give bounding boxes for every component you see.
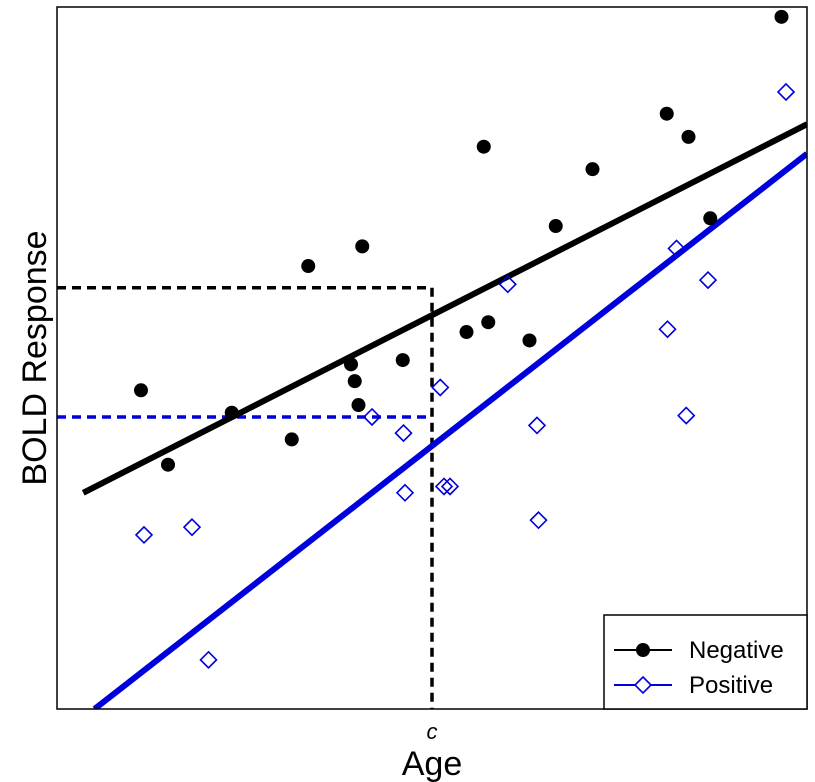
point-negative (681, 129, 696, 144)
point-positive (434, 477, 454, 496)
point-negative (774, 9, 789, 24)
point-negative (224, 405, 239, 420)
point-positive (362, 407, 382, 427)
point-positive (431, 378, 450, 397)
point-negative (703, 211, 718, 226)
point-negative (585, 162, 600, 177)
plot-content (57, 9, 807, 709)
x-axis-title: Age (402, 745, 463, 782)
point-negative (476, 139, 491, 154)
y-axis-title: BOLD Response (16, 230, 54, 485)
point-negative (459, 325, 474, 340)
point-negative (659, 106, 674, 121)
point-negative (355, 239, 370, 254)
point-negative (481, 315, 496, 330)
point-positive (395, 483, 415, 502)
point-negative (301, 259, 316, 274)
point-negative (548, 219, 563, 234)
point-positive (199, 650, 218, 669)
point-negative (344, 357, 358, 372)
fit-line-positive (92, 151, 807, 709)
point-negative (161, 457, 175, 472)
point-positive (698, 270, 718, 290)
fit-line-negative (81, 121, 807, 496)
legend-marker-negative (636, 643, 650, 657)
legend: Negative Positive (603, 614, 808, 710)
point-negative (351, 398, 366, 413)
x-tick-label: c (427, 719, 438, 744)
point-positive (182, 518, 202, 537)
point-negative (284, 432, 299, 447)
legend-box (603, 614, 808, 710)
point-negative (522, 333, 537, 348)
point-negative (134, 383, 148, 398)
point-positive (527, 416, 547, 435)
plot-frame (56, 6, 808, 710)
point-positive (529, 511, 548, 530)
point-negative (395, 353, 410, 368)
point-negative (347, 374, 362, 389)
legend-label-positive: Positive (689, 672, 773, 699)
point-positive (658, 320, 677, 339)
point-positive (440, 477, 460, 496)
point-positive (667, 239, 686, 258)
point-positive (394, 423, 413, 443)
point-positive (677, 406, 696, 425)
x-ticks: c (427, 719, 438, 744)
legend-marker-positive (633, 675, 653, 695)
point-positive (498, 275, 517, 294)
point-positive (776, 82, 796, 102)
legend-label-negative: Negative (689, 637, 784, 664)
point-positive (134, 525, 154, 545)
